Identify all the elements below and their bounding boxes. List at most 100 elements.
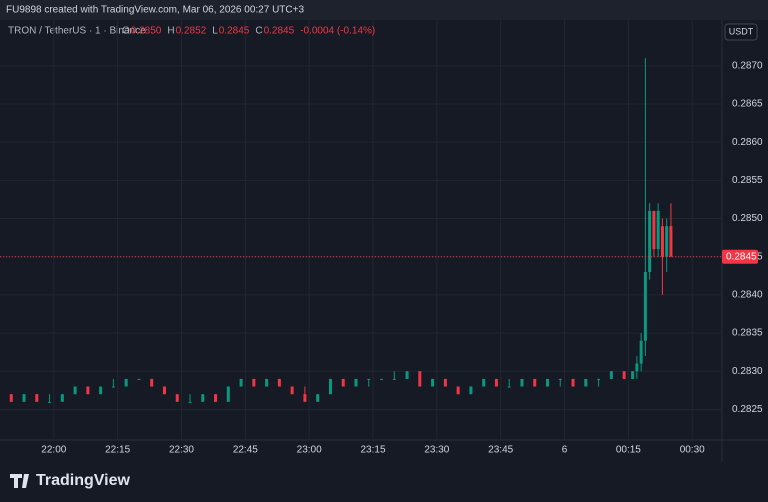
candle-body (652, 210, 656, 250)
last-price-box (722, 249, 758, 264)
y-tick-label: 0.2830 (732, 366, 763, 377)
candle-body (669, 226, 673, 257)
candle-body (9, 394, 13, 402)
candle-body (656, 210, 660, 250)
logo-icon (10, 474, 29, 488)
candle-body (520, 378, 524, 387)
candle-body (584, 378, 588, 387)
candle-body (533, 378, 537, 387)
candle-body (443, 378, 447, 387)
legend-value: 0.2850 (131, 26, 162, 37)
candle-body (648, 210, 652, 272)
y-tick-label: 0.2870 (732, 60, 763, 71)
symbol: TRON / TetherUS · 1 · Binance (8, 26, 146, 37)
candle-body (571, 378, 575, 387)
candle-body (558, 378, 562, 380)
candle-body (380, 378, 384, 380)
candle-body (431, 378, 435, 387)
candle-body (86, 386, 90, 395)
candle-body (188, 401, 192, 403)
y-tick-label: 0.2825 (732, 404, 763, 415)
legend-change: -0.0004 (-0.14%) (300, 26, 375, 37)
y-tick-label: 0.2835 (732, 328, 763, 339)
candle-body (631, 371, 635, 379)
candle-body (214, 394, 218, 402)
candle-body (456, 386, 460, 395)
candle-body (252, 378, 256, 387)
candle-body (303, 394, 307, 402)
x-tick-label: 6 (562, 445, 568, 456)
y-tick-label: 0.2850 (732, 213, 763, 224)
candle-body (367, 378, 371, 380)
candle-body (137, 378, 141, 380)
x-tick-label: 23:30 (424, 445, 449, 456)
candle-body (609, 371, 613, 379)
candle-body (392, 378, 396, 380)
x-tick-label: 22:30 (169, 445, 194, 456)
candle-body (48, 401, 52, 403)
header: FU9898 created with TradingView.com, Mar… (6, 5, 304, 16)
currency-box (724, 23, 758, 41)
candle-body (226, 386, 230, 402)
x-tick-label: 23:15 (360, 445, 385, 456)
x-tick-label: 00:15 (616, 445, 641, 456)
candle-body (665, 226, 669, 257)
candle-body (277, 378, 281, 387)
header-bar (0, 0, 768, 20)
x-tick-label: 22:15 (105, 445, 130, 456)
y-tick-label: 0.2855 (732, 175, 763, 186)
footer (0, 462, 768, 502)
candle-body (111, 386, 115, 388)
currency: USDT (729, 26, 754, 36)
legend-value: 0.2845 (264, 26, 295, 37)
candle-body (354, 378, 358, 387)
x-tick-label: 23:45 (488, 445, 513, 456)
candle-body (99, 386, 103, 395)
legend-label: H (167, 26, 174, 37)
candle-body (290, 386, 294, 395)
candle-body (405, 371, 409, 379)
x-tick-label: 22:00 (41, 445, 66, 456)
candle-body (239, 378, 243, 387)
legend-value: 0.2852 (176, 26, 207, 37)
candle-body (482, 378, 486, 387)
legend-label: L (212, 26, 218, 37)
candle-body (73, 386, 77, 395)
candle-body (265, 378, 269, 387)
candle-body (341, 378, 345, 387)
candle-body (316, 394, 320, 402)
candle-body (546, 378, 550, 387)
y-tick-label: 0.2860 (732, 137, 763, 148)
candle-body (22, 394, 26, 402)
candle-body (622, 371, 626, 379)
candle-body (660, 226, 664, 257)
candle-body (35, 394, 39, 402)
x-tick-label: 22:45 (233, 445, 258, 456)
candle-body (150, 378, 154, 387)
logo: TradingView (36, 472, 131, 489)
legend-value: 0.2845 (219, 26, 250, 37)
legend-label: O (122, 26, 130, 37)
x-tick-label: 00:30 (680, 445, 705, 456)
candle-body (635, 363, 639, 372)
legend-label: C (255, 26, 262, 37)
candle-body (201, 394, 205, 402)
candle-body (494, 378, 498, 387)
candle-body (418, 371, 422, 387)
candle-body (639, 340, 643, 364)
candle-body (597, 378, 601, 380)
candle-body (469, 386, 473, 395)
candle-body (507, 386, 511, 388)
last-price-label: 0.2845 (726, 251, 757, 262)
x-tick-label: 23:00 (297, 445, 322, 456)
y-tick-label: 0.2865 (732, 99, 763, 110)
candle-body (162, 386, 166, 395)
candle-body (175, 394, 179, 402)
candle-body (643, 272, 647, 341)
candle-body (60, 394, 64, 402)
y-tick-label: 0.2840 (732, 290, 763, 301)
candle-body (124, 378, 128, 387)
candle-body (328, 378, 332, 395)
